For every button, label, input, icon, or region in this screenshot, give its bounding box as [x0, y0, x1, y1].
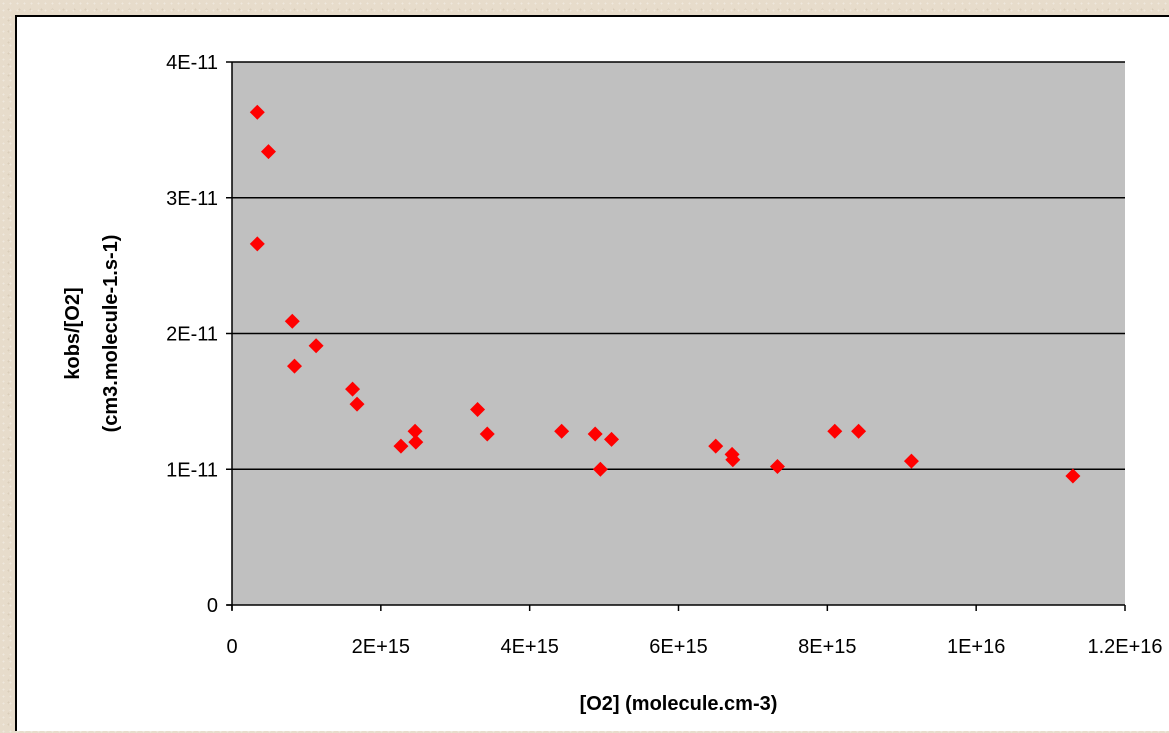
y-tick-label: 3E-11: [166, 188, 218, 210]
data-point-marker: [479, 426, 495, 442]
x-axis-title: [O2] (molecule.cm-3): [580, 693, 778, 715]
data-point-marker: [249, 104, 265, 120]
data-point-marker: [345, 381, 361, 397]
data-point-marker: [408, 434, 424, 450]
axes: [227, 62, 1125, 610]
data-point-marker: [587, 426, 603, 442]
x-tick-label: 4E+15: [500, 636, 558, 658]
x-tick-label: 1.2E+16: [1087, 636, 1162, 658]
data-point-marker: [851, 423, 867, 439]
data-point-marker: [903, 453, 919, 469]
data-point-marker: [249, 236, 265, 252]
data-point-marker: [287, 358, 303, 374]
data-point-marker: [393, 438, 409, 454]
data-point-marker: [349, 396, 365, 412]
grid-lines: [232, 61, 1125, 470]
data-point-marker: [604, 431, 620, 447]
data-point-marker: [260, 144, 276, 160]
data-point-marker: [407, 423, 423, 439]
data-point-marker: [592, 461, 608, 477]
data-point-marker: [284, 313, 300, 329]
y-tick-label: 4E-11: [166, 52, 218, 74]
data-point-marker: [708, 438, 724, 454]
y-axis-ticks: 0 1E-11 2E-11 3E-11 4E-11: [166, 52, 232, 617]
data-point-marker: [725, 452, 741, 468]
y-axis-title-line1: kobs/[O2]: [62, 287, 84, 379]
x-axis-ticks: 0 2E+15 4E+15 6E+15 8E+15 1E+16 1.2E+16: [226, 605, 1163, 658]
y-tick-label: 0: [207, 595, 218, 617]
data-point-marker: [769, 459, 785, 475]
x-tick-label: 0: [226, 636, 237, 658]
data-point-marker: [827, 423, 843, 439]
data-point-marker: [308, 338, 324, 354]
y-tick-label: 1E-11: [166, 459, 218, 481]
data-markers: [249, 104, 1081, 484]
y-tick-label: 2E-11: [166, 324, 218, 346]
x-tick-label: 8E+15: [798, 636, 856, 658]
y-axis-title-line2: (cm3.molecule-1.s-1): [100, 235, 122, 433]
data-point-marker: [554, 423, 570, 439]
data-point-marker: [470, 402, 486, 418]
x-tick-label: 1E+16: [947, 636, 1005, 658]
data-point-marker: [1065, 468, 1081, 484]
x-tick-label: 6E+15: [649, 636, 707, 658]
scatter-chart: 0 2E+15 4E+15 6E+15 8E+15 1E+16 1.2E+16 0 1E-11…: [62, 52, 1163, 715]
x-tick-label: 2E+15: [352, 636, 410, 658]
chart-frame: 0 2E+15 4E+15 6E+15 8E+15 1E+16 1.2E+16 0 1E-11…: [15, 15, 1169, 731]
